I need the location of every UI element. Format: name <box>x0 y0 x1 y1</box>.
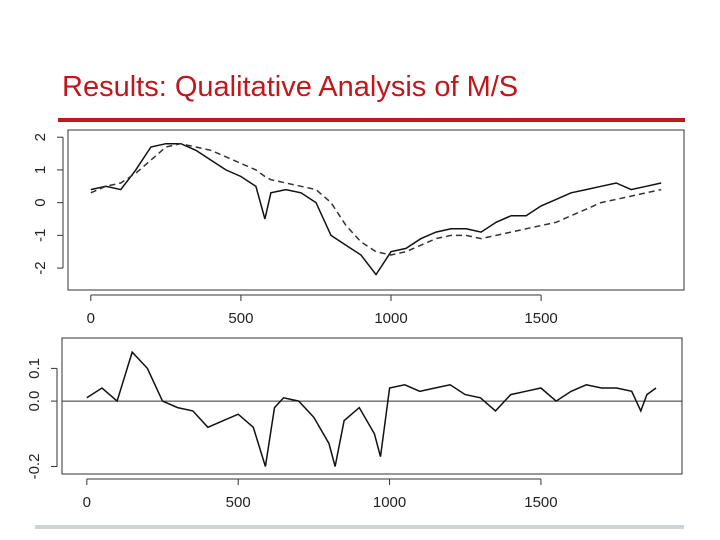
x-tick-label: 1500 <box>524 494 557 511</box>
y-tick-label: -0.2 <box>26 454 43 480</box>
plot-box <box>61 337 683 475</box>
y-tick-label: -1 <box>32 229 49 242</box>
x-tick-label: 1000 <box>373 494 406 511</box>
y-tick-label: 0 <box>32 198 49 206</box>
slide-title: Results: Qualitative Analysis of M/S <box>62 71 518 103</box>
y-tick-label: 2 <box>32 133 49 141</box>
y-tick-label: -2 <box>32 261 49 274</box>
x-tick-label: 0 <box>87 310 95 327</box>
y-tick-label: 0.0 <box>26 391 43 412</box>
x-tick-label: 1000 <box>374 310 407 327</box>
title-rule <box>58 118 685 122</box>
plot-box <box>67 129 685 291</box>
data-line <box>90 142 662 276</box>
y-tick-label: 1 <box>32 166 49 174</box>
data-line <box>86 350 657 467</box>
footer-bar <box>35 525 684 529</box>
x-tick-label: 1500 <box>524 310 557 327</box>
x-tick-label: 0 <box>83 494 91 511</box>
x-tick-label: 500 <box>228 310 253 327</box>
y-tick-label: 0.1 <box>26 358 43 379</box>
data-line <box>90 142 662 256</box>
x-tick-label: 500 <box>226 494 251 511</box>
